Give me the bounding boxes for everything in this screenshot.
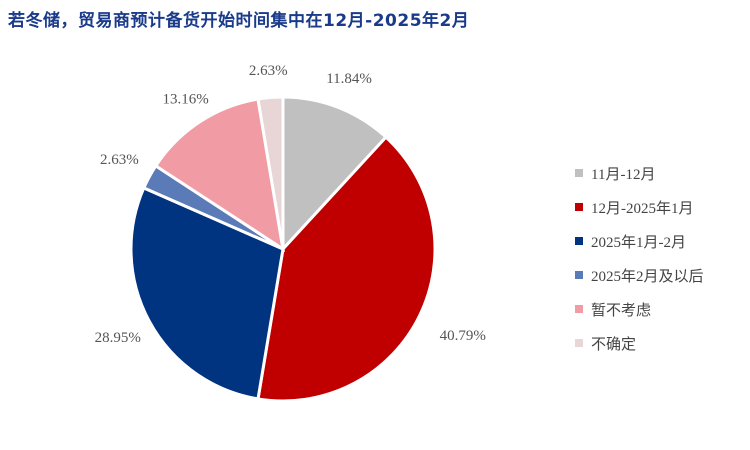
legend-item-5: 不确定 (575, 326, 704, 360)
slice-value-label-5: 2.63% (249, 63, 288, 79)
legend-swatch-0 (575, 169, 583, 177)
legend-swatch-2 (575, 237, 583, 245)
legend: 11月-12月 12月-2025年1月 2025年1月-2月 2025年2月及以… (575, 156, 704, 360)
pie-slice-4 (153, 97, 286, 253)
legend-item-0: 11月-12月 (575, 156, 704, 190)
legend-item-4: 暂不考虑 (575, 292, 704, 326)
legend-swatch-4 (575, 305, 583, 313)
slice-value-label-2: 28.95% (95, 330, 141, 346)
legend-item-3: 2025年2月及以后 (575, 258, 704, 292)
legend-label-5: 不确定 (591, 336, 637, 353)
slice-value-label-4: 13.16% (162, 91, 208, 107)
legend-item-1: 12月-2025年1月 (575, 190, 704, 224)
pie-slice-1 (256, 135, 437, 403)
pie-slice-2 (129, 185, 285, 401)
legend-label-2: 2025年1月-2月 (591, 234, 686, 251)
legend-swatch-1 (575, 203, 583, 211)
legend-label-0: 11月-12月 (591, 166, 656, 183)
legend-label-3: 2025年2月及以后 (591, 268, 704, 285)
slice-value-label-1: 40.79% (440, 328, 486, 344)
legend-label-1: 12月-2025年1月 (591, 200, 694, 217)
pie-slices (129, 95, 437, 403)
slice-value-label-3: 2.63% (100, 152, 139, 168)
legend-swatch-5 (575, 339, 583, 347)
legend-label-4: 暂不考虑 (591, 302, 652, 319)
pie-slice-5 (256, 95, 285, 250)
chart-title: 若冬储，贸易商预计备货开始时间集中在12月-2025年2月 (8, 11, 470, 31)
slice-value-label-0: 11.84% (326, 71, 372, 87)
legend-swatch-3 (575, 271, 583, 279)
legend-item-2: 2025年1月-2月 (575, 224, 704, 258)
pie-slice-0 (281, 95, 389, 253)
pie-value-labels: 11.84% 40.79% 28.95% 2.63% 13.16% 2.63% (95, 63, 486, 346)
